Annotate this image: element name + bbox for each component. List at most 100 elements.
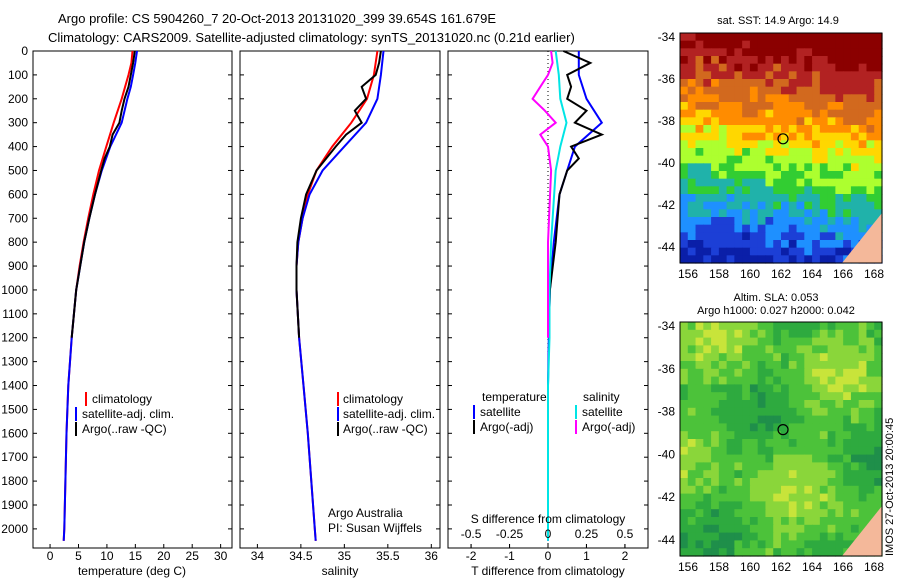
map-cell [726, 439, 735, 448]
map-cell [742, 56, 751, 65]
map-cell [812, 40, 821, 49]
map-cell [850, 462, 860, 471]
map-cell [874, 446, 883, 456]
map-cell [843, 48, 852, 57]
map-cell [742, 40, 751, 49]
map-cell [718, 56, 728, 65]
map-cell [703, 125, 712, 134]
map-cell [812, 376, 821, 385]
map-cell [765, 446, 774, 456]
map-cell [773, 376, 782, 385]
map-cell [718, 532, 728, 541]
map-cell [718, 79, 728, 88]
map-cell [680, 384, 689, 393]
map-cell [835, 117, 844, 126]
map-cell [804, 163, 813, 172]
map-cell [703, 470, 712, 479]
map-cell [796, 345, 805, 354]
map-cell [711, 485, 720, 495]
depth-tick-label: 1600 [1, 426, 28, 440]
map-cell [773, 337, 782, 346]
map-cell [734, 353, 743, 362]
map-cell [827, 517, 836, 526]
map-cell [812, 384, 821, 393]
map-lat-label: -44 [658, 240, 676, 254]
map-cell [749, 454, 759, 463]
map-cell [734, 400, 743, 409]
map-cell [835, 485, 844, 495]
map-cell [687, 470, 697, 479]
map-cell [742, 548, 751, 557]
map-cell [781, 71, 790, 80]
map-cell [788, 524, 798, 534]
map-cell [680, 509, 689, 518]
map-cell [718, 509, 728, 518]
map-cell [788, 353, 798, 362]
argo-position-marker [777, 133, 789, 145]
map-cell [734, 501, 743, 510]
map-cell [819, 353, 829, 362]
map-cell [827, 117, 836, 126]
map-cell [711, 462, 720, 471]
map-cell [850, 493, 860, 502]
map-cell [781, 40, 790, 49]
map-cell [843, 132, 852, 141]
map-cell [749, 33, 759, 42]
map-cell [726, 255, 735, 264]
map-cell [734, 322, 743, 331]
map-cell [687, 368, 697, 378]
map-cell [680, 548, 689, 557]
map-cell [765, 171, 774, 180]
map-cell [711, 415, 720, 424]
map-cell [827, 439, 836, 448]
map-cell [680, 209, 689, 218]
map-cell [804, 171, 813, 180]
map-cell [866, 470, 875, 479]
map-cell [734, 240, 743, 249]
map-cell [687, 201, 697, 210]
map-cell [734, 48, 743, 57]
map-cell [687, 454, 697, 463]
map-cell [757, 384, 767, 393]
map-cell [835, 125, 844, 134]
map-cell [680, 33, 689, 42]
map-cell [781, 485, 790, 495]
map-cell [680, 361, 689, 370]
map-cell [835, 407, 844, 417]
map-cell [812, 255, 821, 264]
map-cell [835, 201, 844, 210]
map-cell [781, 407, 790, 417]
diff-plot-lines [531, 50, 605, 548]
map-cell [757, 509, 767, 518]
map-cell [819, 532, 829, 541]
map-cell [757, 240, 767, 249]
map-cell [742, 194, 751, 203]
map-cell [819, 361, 829, 370]
map-cell [819, 33, 829, 42]
map-lon-label: 162 [771, 267, 791, 281]
map-cell [796, 423, 805, 432]
map-cell [765, 493, 774, 502]
map-cell [796, 376, 805, 385]
map-cell [757, 186, 767, 195]
map-cell [835, 217, 844, 226]
map-cell [858, 415, 868, 424]
map-cell [866, 384, 875, 393]
map-cell [796, 517, 805, 526]
map-cell [812, 454, 821, 463]
map-cell [718, 454, 728, 463]
map-cell [742, 462, 751, 471]
map-cell [788, 102, 798, 111]
map-cell [718, 171, 728, 180]
map-cell [687, 485, 697, 495]
map-cell [757, 109, 767, 118]
map-cell [819, 209, 829, 218]
map-cell [734, 446, 743, 456]
map-cell [680, 140, 689, 149]
map-cell [827, 337, 836, 346]
map-cell [819, 171, 829, 180]
map-cell [726, 178, 735, 187]
map-cell [866, 217, 875, 226]
map-cell [850, 186, 860, 195]
map-cell [858, 79, 868, 88]
